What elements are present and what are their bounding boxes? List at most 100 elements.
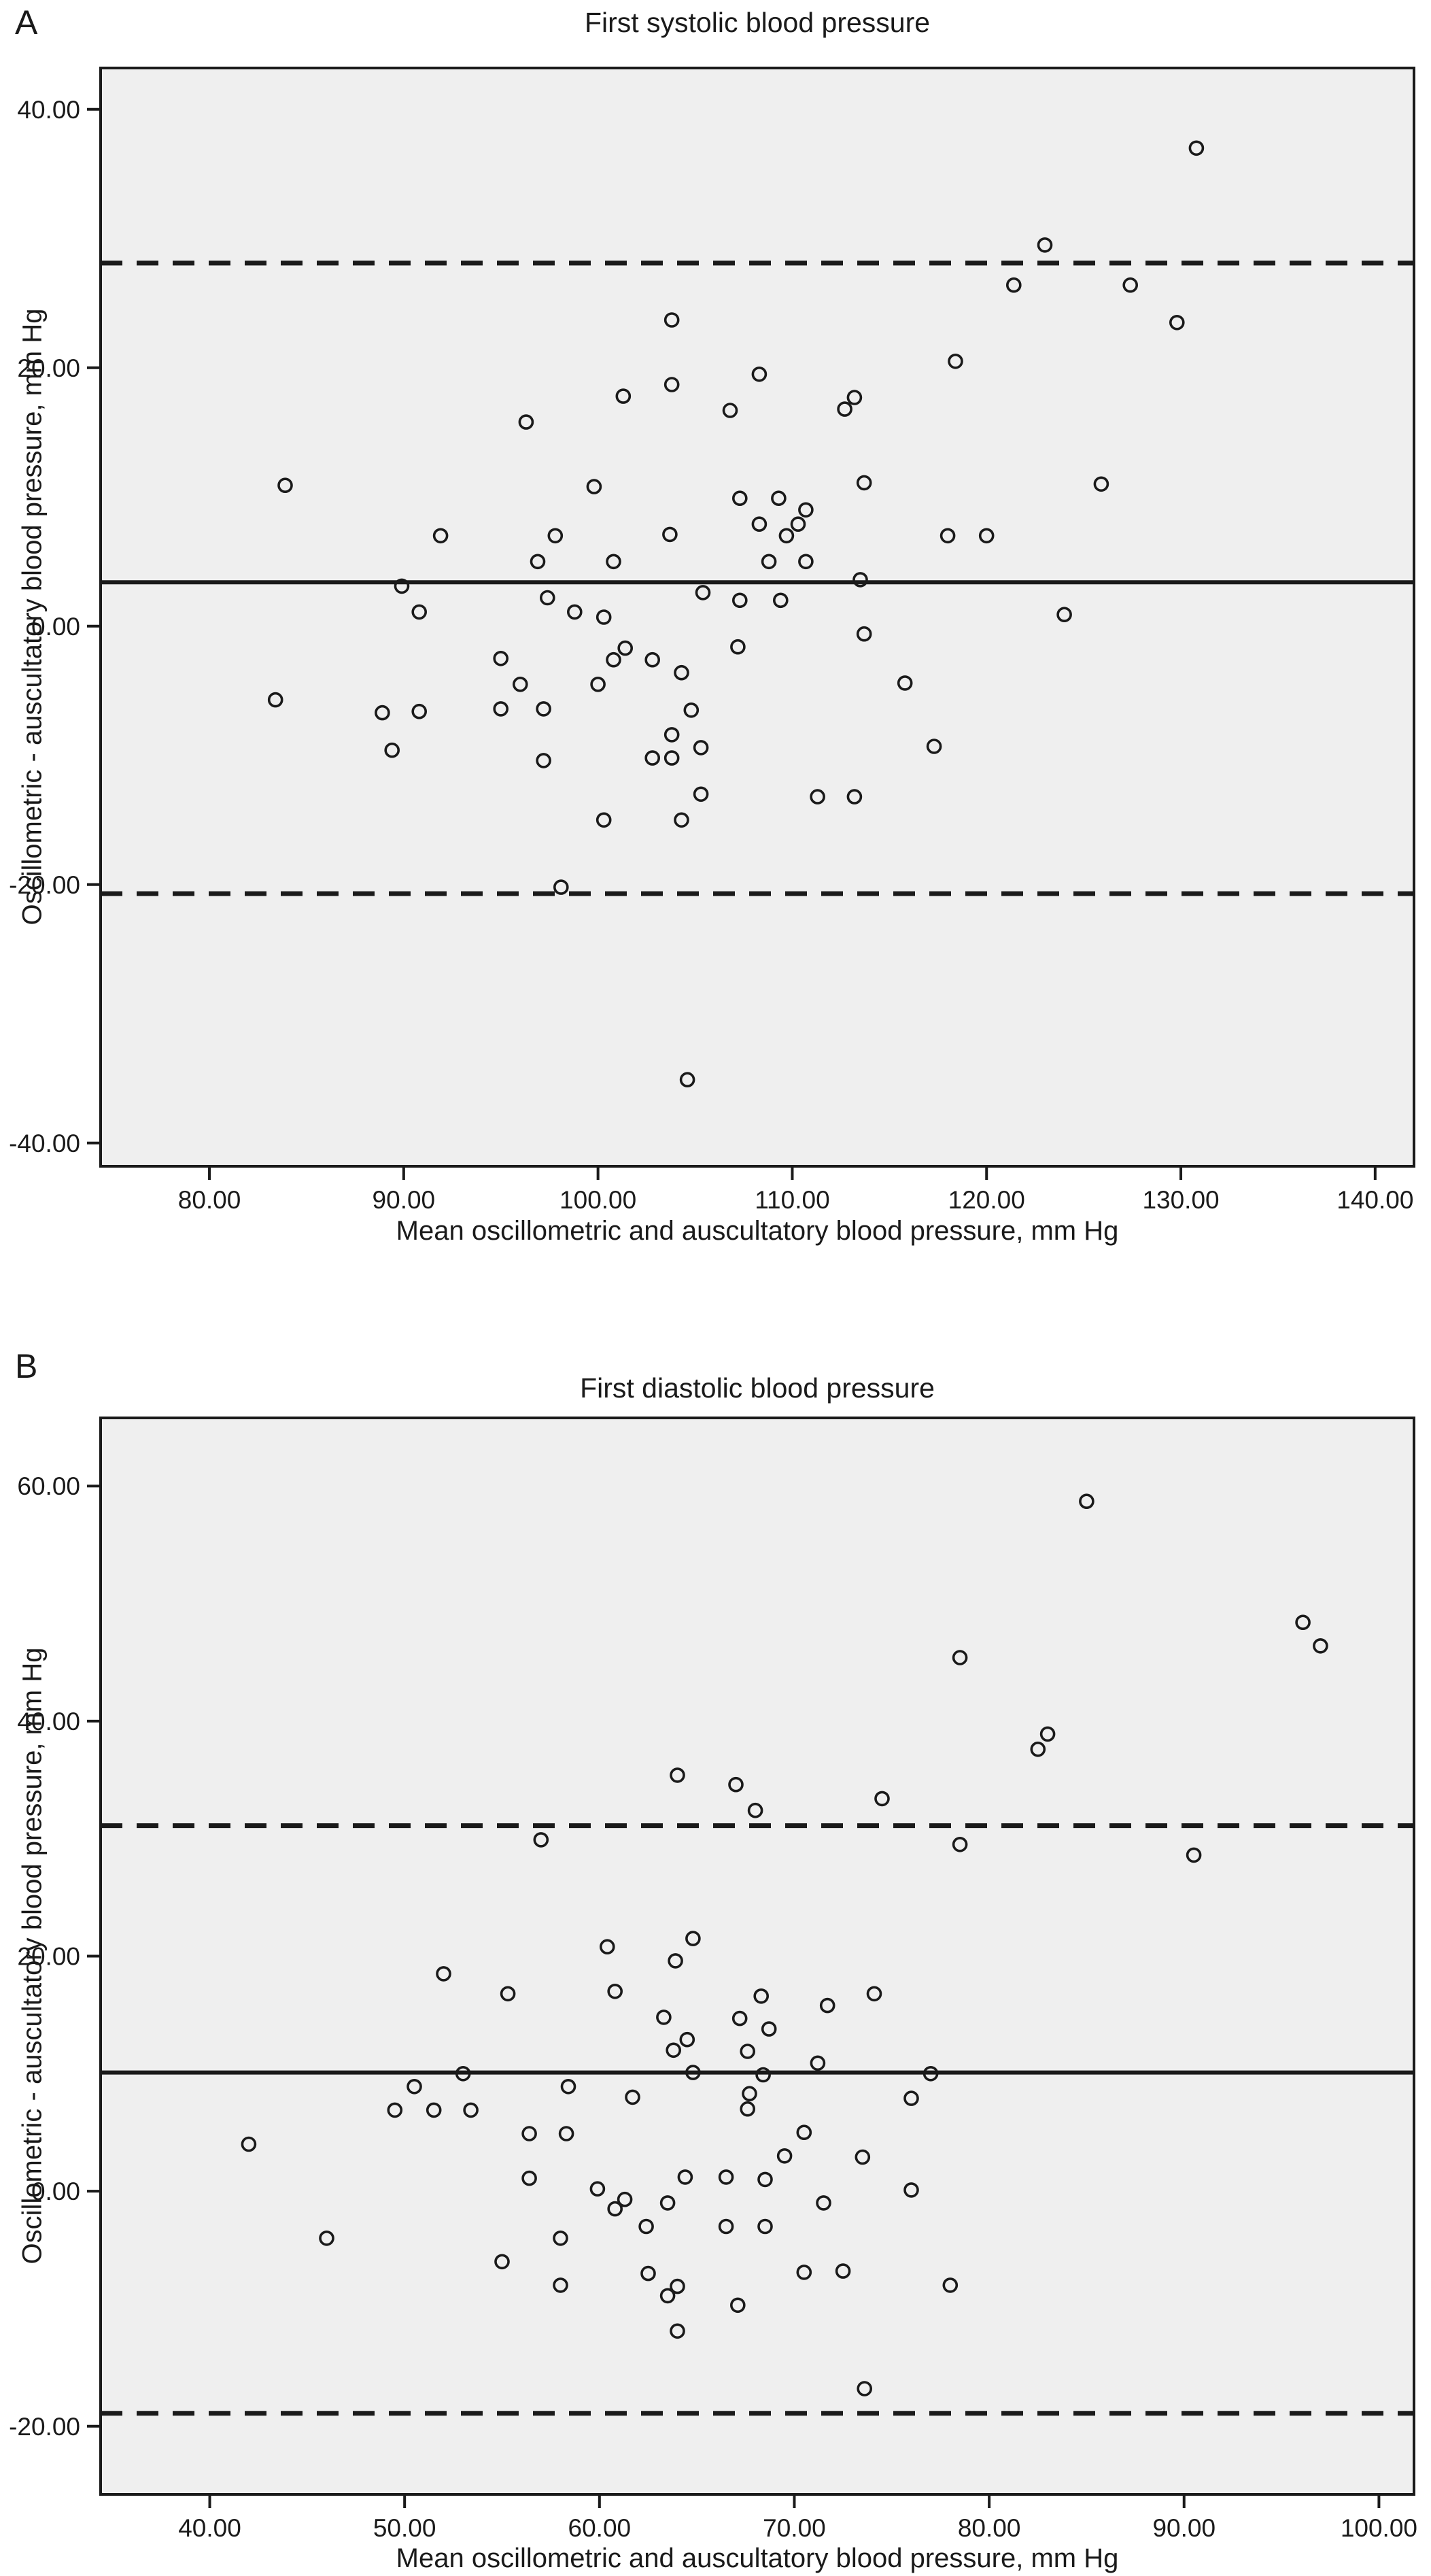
data-point [798, 554, 814, 570]
data-point [617, 640, 634, 656]
data-point [939, 528, 956, 544]
data-point [757, 2171, 773, 2188]
data-point [747, 1802, 763, 1818]
x-tick-label: 100.00 [1341, 2514, 1417, 2542]
panel-b-x-axis-title: Mean oscillometric and auscultatory bloo… [396, 2543, 1119, 2573]
data-point [776, 2148, 793, 2164]
data-point [730, 639, 746, 655]
data-point [903, 2182, 919, 2198]
data-point [693, 740, 709, 756]
data-point [411, 604, 428, 620]
data-point [742, 2086, 757, 2101]
data-point [718, 2169, 734, 2185]
data-point [796, 2124, 812, 2140]
data-point [718, 2218, 734, 2235]
data-point [846, 390, 863, 405]
plot-area-b [99, 1417, 1415, 2496]
data-point [590, 676, 606, 692]
x-tick-label: 40.00 [178, 2514, 241, 2542]
data-point [267, 692, 283, 708]
data-point [663, 377, 680, 392]
data-point [566, 604, 583, 620]
data-point [751, 366, 768, 382]
plot-area-a [99, 67, 1415, 1168]
data-point [553, 2231, 568, 2246]
data-point [874, 1791, 890, 1807]
x-tick-label: 140.00 [1337, 1186, 1413, 1214]
data-point [778, 528, 795, 544]
data-point [663, 750, 680, 766]
data-point [751, 516, 768, 532]
data-point [319, 2231, 334, 2246]
data-point [518, 414, 534, 430]
panel-a-title: First systolic blood pressure [584, 7, 931, 38]
data-point [1030, 1742, 1046, 1757]
data-point [663, 312, 680, 328]
data-point [241, 2136, 257, 2152]
data-point [586, 479, 602, 494]
data-point [553, 879, 569, 895]
y-tick-label: -40.00 [9, 1130, 80, 1157]
data-point [596, 812, 612, 828]
data-point [494, 2254, 510, 2270]
data-point [948, 353, 963, 369]
data-point [493, 650, 509, 666]
data-point [679, 2031, 695, 2048]
data-point [837, 401, 852, 417]
y-tick-label: 20.00 [17, 354, 80, 382]
data-point [846, 789, 863, 804]
y-tick-label: 60.00 [17, 1472, 80, 1500]
data-point [606, 554, 621, 570]
data-point [615, 388, 632, 404]
data-point [670, 1767, 685, 1783]
x-tick-label: 90.00 [373, 1186, 436, 1214]
data-point [500, 1986, 516, 2002]
data-point [512, 676, 528, 692]
y-tick-label: 0.00 [31, 613, 80, 641]
data-point [942, 2277, 959, 2293]
data-point [411, 703, 428, 719]
data-point [536, 753, 551, 768]
data-point [852, 572, 868, 588]
data-point [463, 2102, 479, 2118]
data-point [656, 2010, 672, 2025]
y-tick-label: -20.00 [9, 871, 80, 899]
data-point [773, 592, 789, 609]
y-tick-label: 0.00 [31, 2177, 80, 2205]
data-point [835, 2263, 851, 2279]
data-point [394, 578, 410, 594]
data-point [679, 1072, 695, 1087]
data-point [387, 2102, 403, 2118]
data-point [596, 609, 612, 625]
data-point [521, 2170, 537, 2186]
data-point [533, 1832, 549, 1848]
data-point [761, 554, 777, 570]
data-point [1295, 1614, 1311, 1630]
data-point [606, 651, 621, 668]
data-point [757, 2218, 773, 2235]
data-point [952, 1650, 968, 1665]
data-point [856, 475, 872, 491]
data-point [662, 526, 678, 543]
data-point [644, 750, 661, 766]
data-point [790, 516, 806, 532]
data-point [553, 2277, 568, 2293]
data-point [668, 1953, 683, 1969]
data-point [1186, 1847, 1202, 1863]
data-point [432, 528, 449, 544]
data-point [1313, 1638, 1328, 1654]
data-point [426, 2102, 442, 2118]
data-point [923, 2066, 939, 2082]
data-point [810, 789, 825, 804]
data-point [685, 1931, 701, 1946]
y-tick-label: 40.00 [17, 96, 80, 124]
data-point [1006, 277, 1022, 293]
x-tick-label: 80.00 [178, 1186, 241, 1214]
data-point [536, 701, 551, 717]
data-point [558, 2126, 574, 2141]
data-point [589, 2181, 606, 2197]
data-point [560, 2079, 576, 2095]
data-point [1039, 1726, 1056, 1742]
data-point [375, 705, 390, 721]
x-tick-label: 110.00 [755, 1186, 829, 1214]
